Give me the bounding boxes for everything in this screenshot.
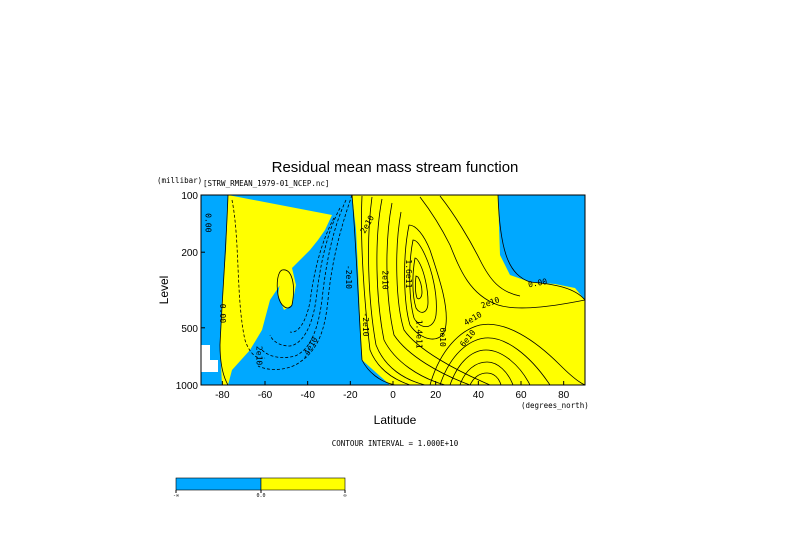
contour-line (231, 199, 266, 359)
x-tick-label: 40 (473, 390, 485, 401)
contour-interval-label: CONTOUR INTERVAL = 1.000E+10 (332, 439, 459, 448)
contour-line (289, 217, 335, 333)
white-gap-mask (201, 345, 218, 372)
contour-line (396, 211, 491, 385)
contour-line (449, 349, 531, 385)
contour-label: -2e10 (361, 312, 370, 336)
contour-label: 1.6e11 (404, 259, 413, 288)
colorbar-negative-swatch (175, 477, 262, 491)
contour-line (404, 224, 447, 340)
y-tick-label: 500 (181, 324, 198, 335)
y-axis-label: Level (157, 276, 171, 305)
x-tick-label: 80 (558, 390, 570, 401)
contour-line (409, 239, 437, 328)
x-tick-label: 60 (515, 390, 527, 401)
contour-line (429, 323, 585, 385)
y-axis-ticks: 100 200 500 1000 (176, 191, 205, 392)
contour-label: 2e10 (254, 346, 263, 365)
contour-line (219, 195, 229, 385)
contour-line (459, 361, 514, 385)
contour-line (469, 372, 502, 385)
contour-label: 0.00 (218, 304, 227, 323)
contour-line (439, 195, 521, 297)
contour-line (257, 195, 353, 370)
contour-line (361, 195, 411, 385)
colorbar-positive-swatch (260, 477, 346, 491)
contour-line (497, 195, 585, 301)
colorbar-label-max: ∞ (343, 493, 346, 499)
y-tick-label: 100 (181, 191, 198, 202)
negative-fill-southern-hemisphere (201, 195, 390, 385)
contour-label: -2e10 (344, 265, 353, 289)
y-tick-label: 200 (181, 248, 198, 259)
contour-line (276, 269, 294, 309)
x-tick-label: 20 (430, 390, 442, 401)
contour-label: 1.4e11 (414, 320, 423, 349)
contour-label: 0.00 (203, 213, 212, 232)
contour-line (261, 199, 347, 358)
x-tick-label: -80 (215, 390, 230, 401)
positive-fill-southern-hemisphere (278, 268, 296, 310)
negative-fill-arctic (498, 195, 585, 300)
contour-line (419, 196, 585, 309)
contour-line (376, 198, 446, 385)
x-tick-label: -20 (343, 390, 358, 401)
x-axis-ticks: -80 -60 -40 -20 0 20 40 60 80 (215, 381, 570, 401)
colorbar-label-zero: 0.0 (256, 493, 265, 499)
x-axis-label: Latitude (374, 413, 417, 427)
contour-label: 2e10 (380, 270, 389, 289)
source-file-label: [STRW_RMEAN_1979-01_NCEP.nc] (203, 179, 329, 188)
x-tick-label: 0 (390, 390, 396, 401)
contour-line (269, 207, 341, 347)
colorbar-label-min: -∞ (173, 493, 179, 499)
contour-line (351, 195, 396, 385)
x-tick-label: -40 (300, 390, 315, 401)
chart-title: Residual mean mass stream function (272, 159, 519, 176)
contour-lines (219, 195, 585, 385)
contour-label: 6e10 (438, 328, 447, 347)
colorbar: -∞ 0.0 ∞ (173, 477, 347, 499)
contour-line (386, 202, 471, 385)
contour-label: 0.00 (527, 277, 548, 289)
x-units-label: (degrees_north) (521, 401, 589, 410)
contour-line (412, 257, 429, 313)
contour-line (414, 275, 423, 300)
y-tick-label: 1000 (176, 381, 199, 392)
contour-line (368, 196, 426, 385)
contour-line (439, 337, 551, 385)
x-tick-label: -60 (258, 390, 273, 401)
y-units-label: (millibar) (157, 176, 202, 185)
